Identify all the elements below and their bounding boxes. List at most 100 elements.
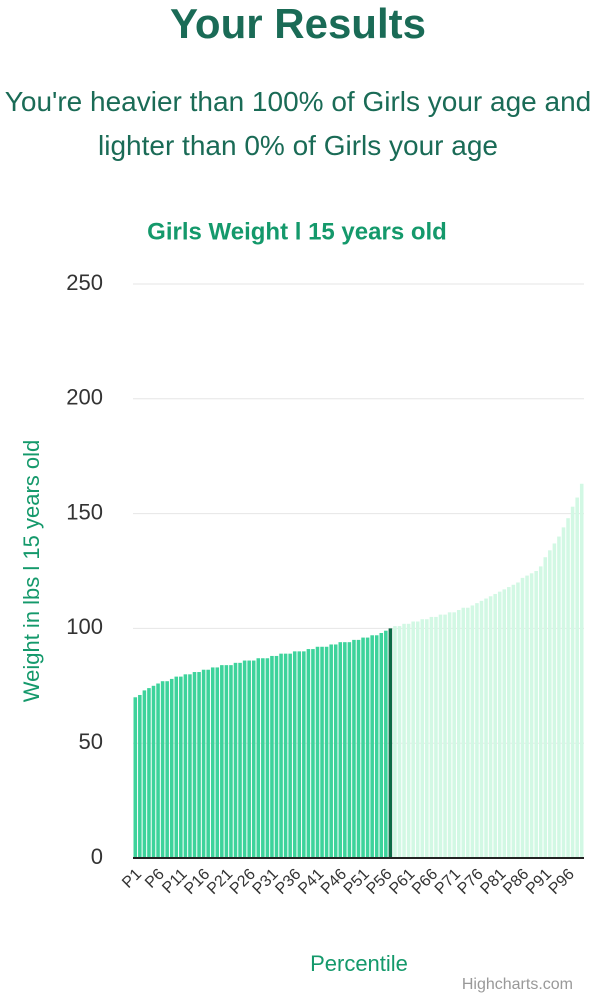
bar [579,483,584,858]
bar [169,678,174,858]
y-tick-label: 250 [66,270,103,295]
bar [160,681,165,858]
bar [397,626,402,858]
bar [188,674,192,858]
bar [452,612,456,858]
bar [365,637,370,858]
bar [192,672,197,858]
bar [511,584,516,858]
bar [570,506,575,858]
bar [256,658,261,858]
bar [247,660,251,858]
bar [384,630,388,858]
bar [174,676,179,858]
bar [356,639,361,858]
bar [283,653,288,858]
bar [183,674,188,858]
bar [138,694,142,858]
bar [552,543,557,858]
bar [242,660,247,858]
bar [456,610,461,858]
y-tick-label: 100 [66,614,103,639]
bar [311,649,315,858]
bar [352,639,356,858]
bar [333,644,338,858]
bar [279,653,283,858]
bar [370,635,374,858]
bar [343,642,347,858]
x-axis-title: Percentile [310,951,408,976]
bar [292,651,297,858]
bar [525,575,529,858]
bar [575,497,579,858]
y-tick-label: 0 [91,844,103,869]
bar [347,642,352,858]
bar [420,619,425,858]
x-tick-label: P1 [119,866,145,892]
bar [220,665,224,858]
bar [548,550,552,858]
bar [215,667,220,858]
bar [543,557,548,858]
bar [415,621,420,858]
bar [411,621,415,858]
bar [434,616,438,858]
bar [156,683,160,858]
bar [265,658,270,858]
bar [534,571,538,858]
y-tick-label: 200 [66,385,103,410]
bar [393,626,397,858]
x-tick-label: P96 [546,866,578,898]
bar [488,596,493,858]
bar [133,697,138,858]
bar [165,681,169,858]
bar [438,614,443,858]
bar [502,589,507,858]
bar [475,603,479,858]
bar [306,649,311,858]
bar [251,660,256,858]
bar [493,593,497,858]
bar [447,612,452,858]
bar [288,653,292,858]
chart-title: Girls Weight l 15 years old [147,218,447,245]
bar [233,662,238,858]
bar [516,582,520,858]
bar [261,658,265,858]
bar [520,577,525,858]
bar [561,527,566,858]
credit: Highcharts.com [462,976,573,993]
page-subtitle: You're heavier than 100% of Girls your a… [4,86,592,161]
bar [374,635,379,858]
bar [529,573,534,858]
bar [320,646,324,858]
bar [270,655,274,858]
bar [224,665,229,858]
bar [388,628,393,858]
bar [142,690,147,858]
bar [338,642,343,858]
bar [315,646,320,858]
bar [538,566,543,858]
bar [507,587,511,858]
bar [466,607,470,858]
bar [379,632,384,858]
y-tick-label: 50 [79,729,103,754]
bar [238,662,242,858]
bar [566,518,570,858]
bar [229,665,233,858]
bar [406,623,411,858]
bar [429,616,434,858]
bar [443,614,447,858]
bar [361,637,365,858]
bar [557,536,561,858]
bar [329,644,333,858]
bar [151,685,156,858]
bar [461,607,466,858]
page-title: Your Results [170,0,426,47]
bar [274,655,279,858]
bar [324,646,329,858]
bar [179,676,183,858]
